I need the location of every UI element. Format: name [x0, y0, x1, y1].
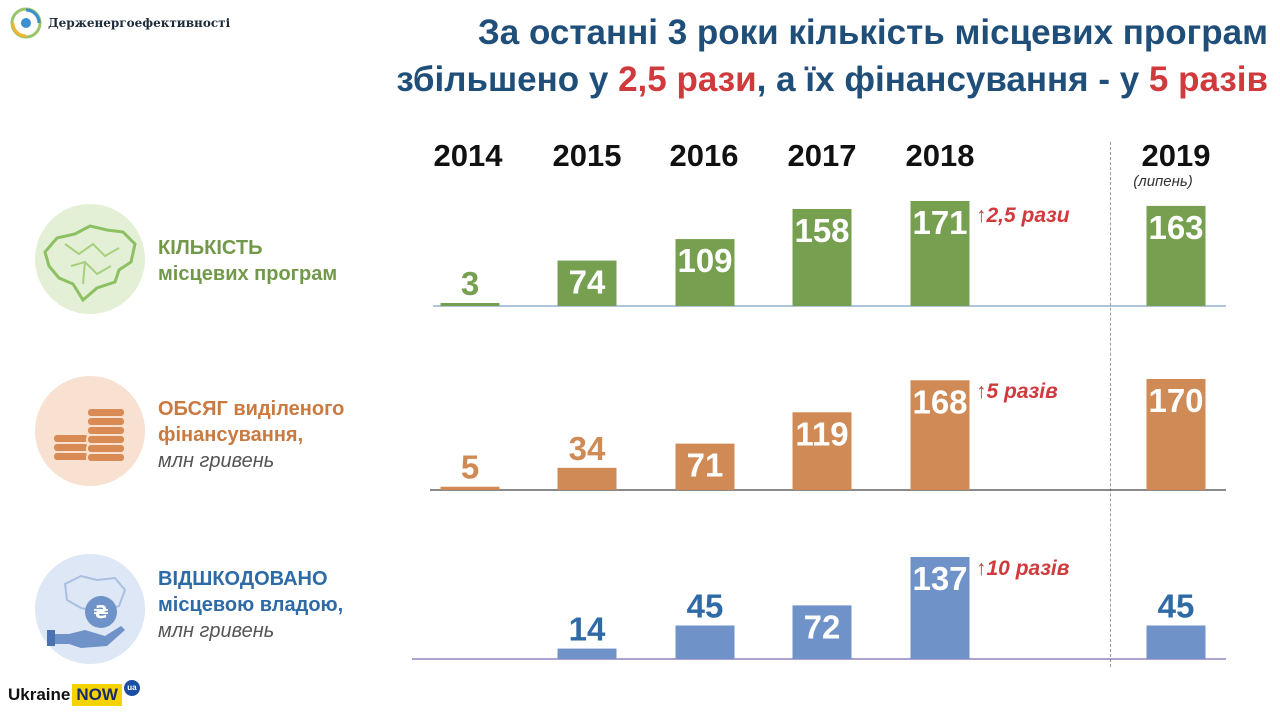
- value-label-row3-2016: 45: [687, 587, 724, 624]
- title-highlight-funding: 5 разів: [1148, 60, 1268, 99]
- page-title-line2: збільшено у 2,5 рази, а їх фінансування …: [396, 60, 1268, 99]
- growth-note-funding: ↑5 разів: [976, 380, 1058, 403]
- bar-row3-2015: [557, 648, 617, 659]
- value-label-row3-2015: 14: [569, 611, 606, 648]
- coins-icon: [35, 376, 145, 486]
- bar-row1-2016: [675, 239, 735, 306]
- ukraine-now-logo: Ukraine NOW ua: [8, 680, 140, 706]
- growth-note-programs: ↑2,5 рази: [976, 204, 1070, 227]
- hand-hryvnia-icon: ₴: [35, 554, 145, 664]
- bar-row3-2017: [792, 605, 852, 659]
- bar-row1-2018: [910, 201, 970, 306]
- bar-row2-2014: [440, 486, 500, 490]
- agency-name: Держенергоефективності: [48, 16, 231, 30]
- value-label-row1-2015: 74: [569, 264, 606, 301]
- value-label-row1-2017: 158: [794, 212, 849, 249]
- value-label-row2-2015: 34: [569, 430, 606, 467]
- value-label-row2-2016: 71: [687, 447, 724, 484]
- year-label-2016: 2016: [669, 138, 739, 173]
- bar-row2-2017: [792, 412, 852, 490]
- year-divider: [1110, 142, 1111, 667]
- year-label-2017: 2017: [787, 138, 857, 173]
- year-label-2019: 2019: [1141, 138, 1211, 173]
- year-label-2018: 2018: [905, 138, 975, 173]
- value-label-row2-2019: 170: [1148, 382, 1203, 419]
- bar-row1-2014: [440, 303, 500, 306]
- value-label-row1-2019: 163: [1148, 209, 1203, 246]
- value-label-row3-2017: 72: [804, 608, 841, 645]
- value-label-row1-2018: 171: [912, 204, 967, 241]
- value-label-row2-2014: 5: [461, 449, 479, 486]
- year-note: (липень): [1133, 173, 1193, 190]
- bar-row2-2015: [557, 467, 617, 490]
- bar-row3-2019: [1146, 625, 1206, 659]
- bar-row1-2015: [557, 260, 617, 306]
- bar-row1-2017: [792, 208, 852, 306]
- row-label-funding: ОБСЯГ виділеного фінансування, млн гриве…: [158, 398, 345, 472]
- value-label-row1-2016: 109: [677, 242, 732, 279]
- value-label-row3-2018: 137: [912, 560, 967, 597]
- ukraine-map-icon: [35, 204, 145, 314]
- svg-text:₴: ₴: [93, 602, 108, 623]
- bar-row2-2019: [1146, 379, 1206, 490]
- value-label-row1-2014: 3: [461, 265, 479, 302]
- bar-row2-2018: [910, 380, 970, 490]
- value-label-row2-2018: 168: [912, 383, 967, 420]
- bar-row1-2019: [1146, 205, 1206, 306]
- value-label-row3-2019: 45: [1158, 587, 1195, 624]
- title-highlight-programs: 2,5 рази: [618, 60, 757, 99]
- row-label-programs: КІЛЬКІСТЬ місцевих програм: [158, 237, 338, 285]
- bar-row3-2018: [910, 557, 970, 659]
- value-label-row2-2017: 119: [795, 415, 848, 452]
- bar-row2-2016: [675, 443, 735, 490]
- page-title-line1: За останні 3 роки кількість місцевих про…: [477, 13, 1268, 52]
- growth-note-reimbursed: ↑10 разів: [976, 557, 1070, 580]
- year-label-2014: 2014: [433, 138, 503, 173]
- agency-logo: Держенергоефективності: [10, 6, 250, 40]
- row-label-reimbursed: ВІДШКОДОВАНО місцевою владою, млн гривен…: [158, 568, 344, 642]
- year-label-2015: 2015: [552, 138, 622, 173]
- agency-emblem-icon: [10, 7, 42, 39]
- bar-row3-2016: [675, 625, 735, 659]
